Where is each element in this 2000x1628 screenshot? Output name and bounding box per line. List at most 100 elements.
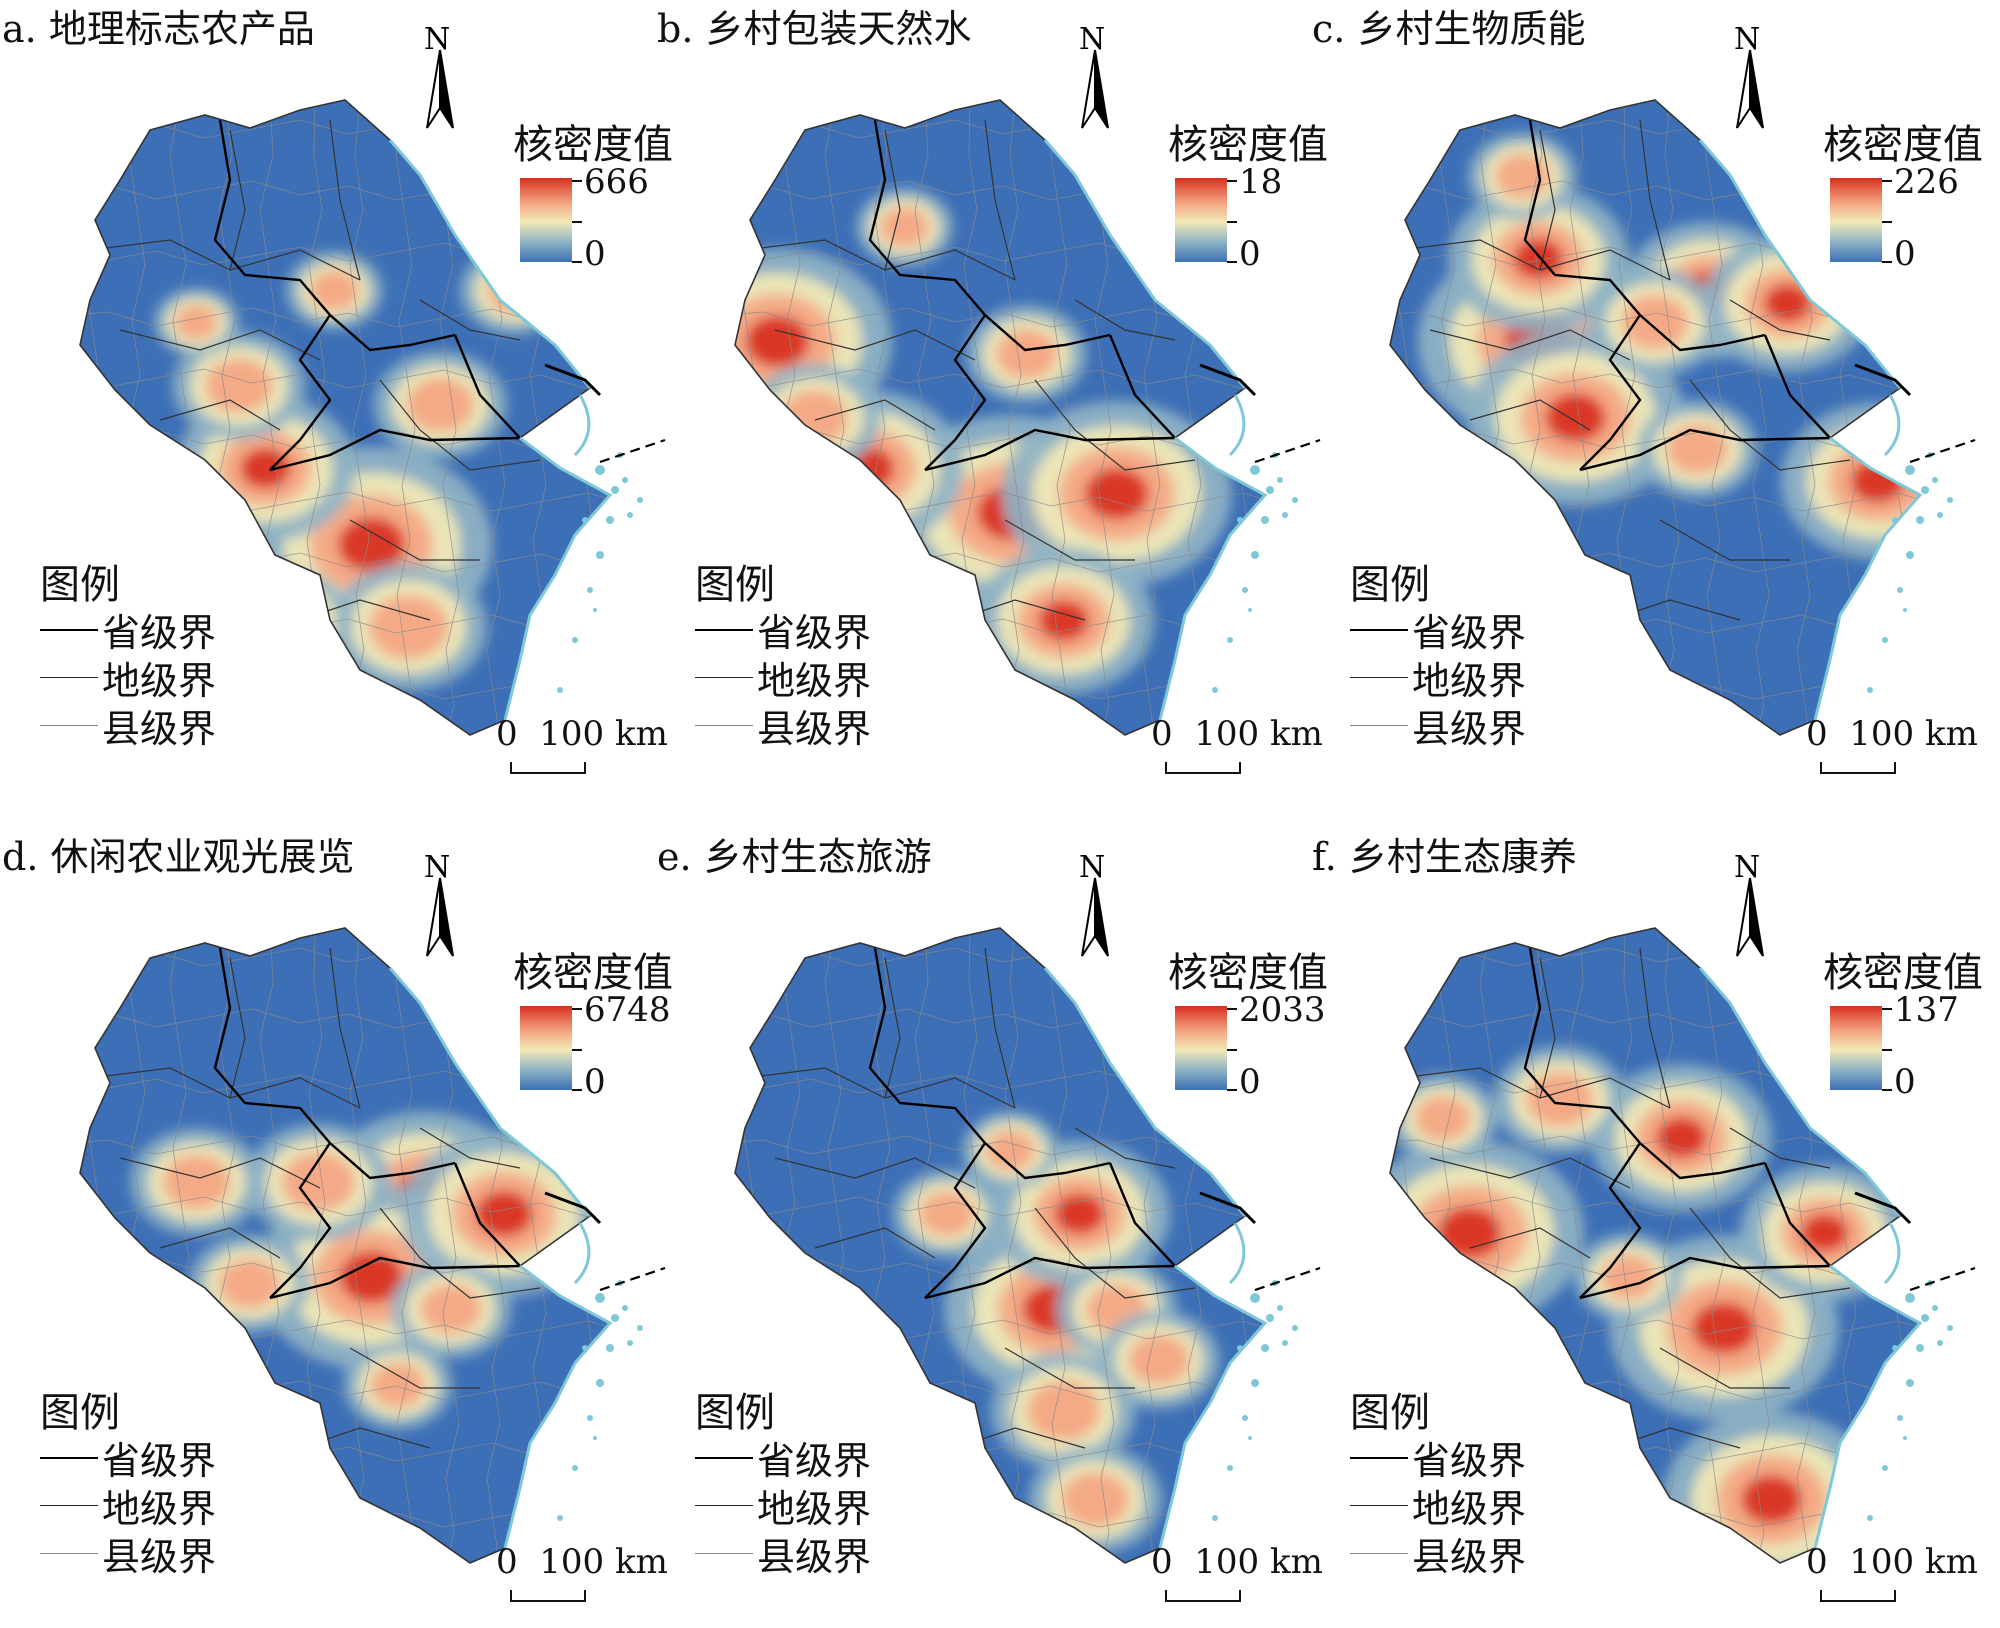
panel-title-f: f. 乡村生态康养 [1312,835,1577,879]
legend-row-prefecture: 地级界 [40,650,216,705]
density-map-a [79,99,666,736]
north-letter: N [1079,22,1106,57]
ramp-tick [572,261,582,263]
scale-zero: 0 [1806,714,1828,754]
scale-label: 0 100 km [496,714,668,754]
legend-row-county: 县级界 [695,1526,871,1581]
scale-label: 0 100 km [496,1542,668,1582]
density-color-ramp [1830,178,1882,262]
scale-label: 0 100 km [1806,714,1978,754]
map-panel-d: d. 休闲农业观光展览 N 核密度值 6748 0 图例 省级界 地级界 县级界 0 100 km [0,828,673,1628]
scale-zero: 0 [496,714,518,754]
ramp-tick [572,1008,582,1010]
ramp-tick [572,180,582,182]
legend-row-prefecture: 地级界 [695,1478,871,1533]
legend-row-province: 省级界 [695,602,871,657]
legend-row-prefecture: 地级界 [1350,1478,1526,1533]
density-max-label: 6748 [584,990,671,1030]
legend-label-province: 省级界 [757,1439,872,1483]
boundary-legend-title: 图例 [695,562,775,608]
legend-label-prefecture: 地级界 [102,659,217,703]
legend-label-prefecture: 地级界 [757,1487,872,1531]
density-map-c [1389,99,1976,736]
north-arrow-icon [1736,877,1764,957]
legend-label-prefecture: 地级界 [1412,1487,1527,1531]
legend-label-province: 省级界 [1412,1439,1527,1483]
density-legend-title: 核密度值 [513,122,673,168]
density-map-e [734,927,1321,1564]
density-legend-title: 核密度值 [1168,122,1328,168]
north-letter: N [1734,850,1761,885]
panel-title-b: b. 乡村包装天然水 [657,7,972,51]
north-letter: N [1734,22,1761,57]
boundary-legend-title: 图例 [695,1390,775,1436]
ramp-tick [572,1049,582,1051]
north-arrow-icon [426,49,454,129]
legend-label-county: 县级界 [1412,1535,1527,1579]
legend-line-province [695,628,753,631]
legend-label-county: 县级界 [1412,707,1527,751]
legend-row-province: 省级界 [695,1430,871,1485]
density-legend-title: 核密度值 [1823,950,1983,996]
density-max-label: 226 [1894,162,1959,202]
ramp-tick [1882,261,1892,263]
north-letter: N [424,850,451,885]
scale-zero: 0 [1151,1542,1173,1582]
scale-distance: 100 km [1849,1542,1978,1582]
scale-bar [1165,762,1241,774]
boundary-legend-title: 图例 [1350,562,1430,608]
legend-row-prefecture: 地级界 [40,1478,216,1533]
north-arrow-icon [1081,49,1109,129]
legend-line-province [40,1456,98,1459]
legend-line-prefecture [1350,1505,1408,1506]
density-color-ramp [520,1006,572,1090]
ramp-tick [1227,221,1237,223]
scale-bar [1820,1590,1896,1602]
legend-line-county [695,725,753,726]
density-map-b [734,99,1321,736]
legend-line-county [40,725,98,726]
density-map-d [79,927,666,1564]
legend-row-prefecture: 地级界 [695,650,871,705]
map-panel-b: b. 乡村包装天然水 N 核密度值 18 0 图例 省级界 地级界 县级界 0 100 km [655,0,1328,800]
density-color-ramp [1175,178,1227,262]
legend-line-prefecture [1350,677,1408,678]
legend-line-county [695,1553,753,1554]
legend-label-province: 省级界 [102,1439,217,1483]
ramp-tick [1882,1089,1892,1091]
density-min-label: 0 [584,234,606,274]
legend-line-county [1350,725,1408,726]
density-color-ramp [520,178,572,262]
scale-label: 0 100 km [1151,714,1323,754]
scale-bar [1165,1590,1241,1602]
legend-row-county: 县级界 [1350,1526,1526,1581]
density-max-label: 666 [584,162,649,202]
scale-label: 0 100 km [1806,1542,1978,1582]
density-min-label: 0 [1894,1062,1916,1102]
legend-row-county: 县级界 [40,1526,216,1581]
ramp-tick [1227,1008,1237,1010]
scale-zero: 0 [1806,1542,1828,1582]
ramp-tick [1882,221,1892,223]
legend-label-county: 县级界 [757,707,872,751]
boundary-legend-title: 图例 [40,562,120,608]
density-color-ramp [1830,1006,1882,1090]
density-min-label: 0 [584,1062,606,1102]
north-arrow-icon [426,877,454,957]
scale-bar [510,762,586,774]
density-max-label: 137 [1894,990,1959,1030]
ramp-tick [1882,180,1892,182]
scale-zero: 0 [1151,714,1173,754]
legend-row-province: 省级界 [1350,602,1526,657]
legend-row-province: 省级界 [40,1430,216,1485]
map-panel-e: e. 乡村生态旅游 N 核密度值 2033 0 图例 省级界 地级界 县级界 0 100 km [655,828,1328,1628]
north-letter: N [424,22,451,57]
boundary-legend-title: 图例 [40,1390,120,1436]
ramp-tick [1227,180,1237,182]
legend-line-prefecture [40,677,98,678]
density-legend-title: 核密度值 [1168,950,1328,996]
legend-line-county [40,1553,98,1554]
legend-line-province [40,628,98,631]
ramp-tick [1227,1049,1237,1051]
